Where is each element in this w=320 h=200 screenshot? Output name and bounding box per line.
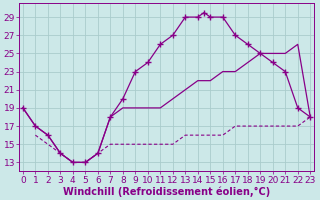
X-axis label: Windchill (Refroidissement éolien,°C): Windchill (Refroidissement éolien,°C) xyxy=(63,186,270,197)
